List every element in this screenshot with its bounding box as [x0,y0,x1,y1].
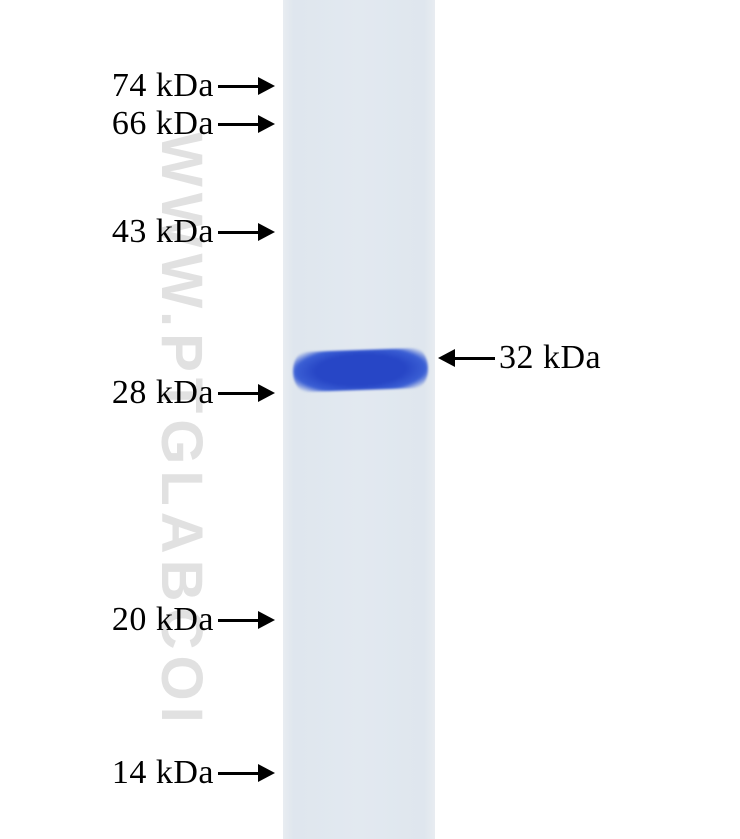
detected-band-text: 32 kDa [495,339,601,377]
mw-label: 74 kDa [112,67,218,105]
mw-marker: 20 kDa [112,603,275,637]
arrow-right-icon [218,77,275,95]
gel-figure: WWW.PTGLABCOI 74 kDa 66 kDa 43 kDa 28 kD… [0,0,740,839]
mw-marker: 28 kDa [112,376,275,410]
detected-band-label: 32 kDa [438,341,601,375]
arrow-right-icon [218,223,275,241]
mw-marker: 14 kDa [112,756,275,790]
mw-label: 43 kDa [112,213,218,251]
protein-band [292,348,428,393]
mw-marker: 66 kDa [112,107,275,141]
arrow-right-icon [218,764,275,782]
mw-label: 66 kDa [112,105,218,143]
mw-label: 14 kDa [112,754,218,792]
gel-lane [283,0,435,839]
arrow-right-icon [218,611,275,629]
mw-label: 20 kDa [112,601,218,639]
arrow-right-icon [218,115,275,133]
mw-marker: 43 kDa [112,215,275,249]
arrow-left-icon [438,349,495,367]
mw-label: 28 kDa [112,374,218,412]
mw-marker: 74 kDa [112,69,275,103]
arrow-right-icon [218,384,275,402]
